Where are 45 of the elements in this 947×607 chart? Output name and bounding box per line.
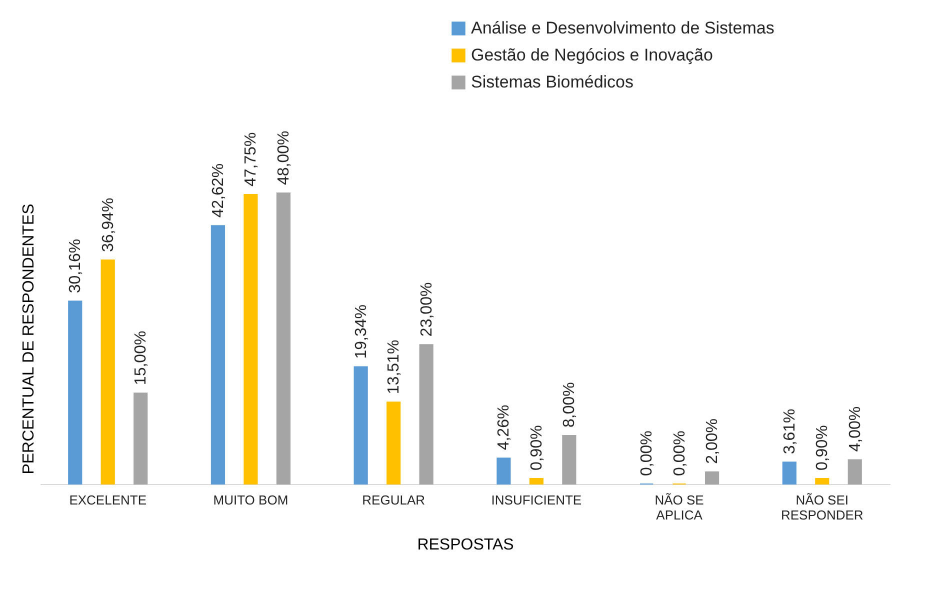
bar [276,192,290,484]
data-label: 23,00% [418,282,436,337]
data-label: 0,90% [814,425,832,471]
x-tick-label: REGULAR [362,492,425,508]
data-label: 4,26% [496,404,513,450]
x-tick-label: MUITO BOM [213,492,288,508]
data-label: 13,51% [386,340,403,394]
data-label: 2,00% [704,418,722,464]
y-axis-title: PERCENTUAL DE RESPONDENTES [20,204,38,474]
data-label: 0,00% [638,430,656,476]
data-label: 47,75% [242,132,260,187]
x-tick-label: INSUFICIENTE [491,492,582,508]
data-label: 42,62% [210,163,227,218]
bar [562,435,576,484]
bar [244,194,258,484]
bar [100,260,115,484]
data-label: 8,00% [561,382,578,428]
data-label: 3,61% [781,408,798,454]
bar [134,392,148,484]
data-label: 30,16% [67,238,84,294]
data-label: 48,00% [275,130,292,185]
legend-label: Análise e Desenvolvimento de Sistemas [471,18,774,38]
bar [815,478,830,484]
bar [386,402,401,484]
bar [419,344,434,484]
bar [782,462,796,484]
data-label: 36,94% [100,198,117,252]
bar [210,225,226,484]
data-label: 19,34% [352,304,370,359]
bar [354,366,368,484]
bar [496,458,511,484]
x-axis-title: RESPOSTAS [417,536,514,554]
bar [529,478,544,484]
legend-label: Gestão de Negócios e Inovação [471,46,713,64]
data-label: 15,00% [132,330,150,386]
data-label: 0,90% [528,425,546,471]
bar [848,459,862,484]
x-tick-label: NÃO SE APLICA [654,492,704,522]
x-tick-label: NÃO SEI RESPONDER [780,492,864,522]
bar [704,471,720,484]
data-label: 4,00% [846,406,864,452]
legend-label: Sistemas Biomédicos [471,72,634,92]
x-tick-label: EXCELENTE [69,492,147,508]
bar [68,300,82,484]
data-label: 0,00% [671,430,688,476]
